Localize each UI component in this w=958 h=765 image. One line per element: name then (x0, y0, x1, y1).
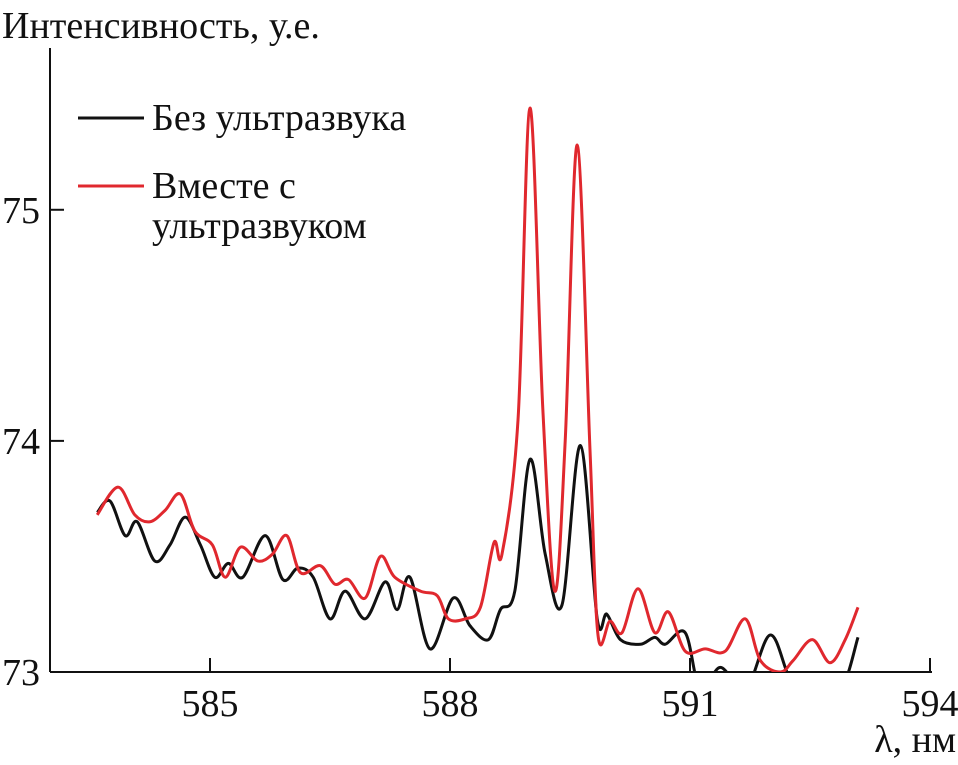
series-line (96, 444, 860, 672)
series-line (95, 106, 860, 672)
lines (95, 106, 860, 672)
x-tick-label: 588 (422, 683, 479, 725)
y-tick-label: 75 (2, 190, 40, 232)
y-tick-label: 74 (2, 421, 40, 463)
y-tick-label: 73 (2, 652, 40, 694)
x-tick-label: 594 (902, 683, 958, 725)
x-axis-label: λ, нм (874, 719, 956, 761)
x-tick-label: 591 (662, 683, 719, 725)
legend-label: Без ультразвука (152, 97, 407, 139)
x-tick-label: 585 (182, 683, 239, 725)
y-axis-label: Интенсивность, у.е. (2, 5, 320, 47)
legend-label: Вместе с ультразвуком (152, 165, 367, 247)
